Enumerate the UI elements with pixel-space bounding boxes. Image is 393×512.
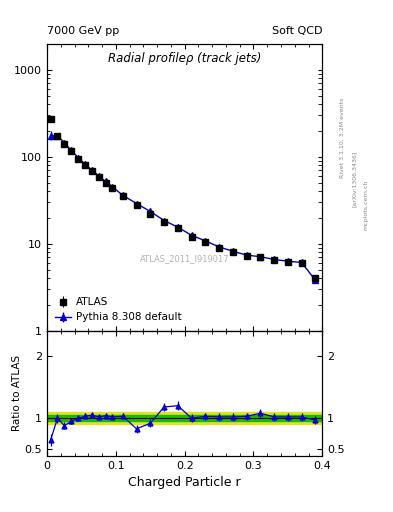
X-axis label: Charged Particle r: Charged Particle r [129, 476, 241, 489]
Text: Radial profileρ (track jets): Radial profileρ (track jets) [108, 52, 261, 65]
Bar [47, 415, 322, 421]
Text: [arXiv:1306.3436]: [arXiv:1306.3436] [352, 151, 357, 207]
Legend: ATLAS, Pythia 8.308 default: ATLAS, Pythia 8.308 default [52, 294, 185, 326]
Text: mcplots.cern.ch: mcplots.cern.ch [364, 180, 369, 230]
Y-axis label: Ratio to ATLAS: Ratio to ATLAS [12, 355, 22, 431]
Text: Rivet 3.1.10, 3.2M events: Rivet 3.1.10, 3.2M events [340, 98, 345, 178]
Text: ATLAS_2011_I919017: ATLAS_2011_I919017 [140, 254, 230, 264]
Bar [47, 412, 322, 424]
Text: 7000 GeV pp: 7000 GeV pp [47, 26, 119, 36]
Text: Soft QCD: Soft QCD [272, 26, 322, 36]
